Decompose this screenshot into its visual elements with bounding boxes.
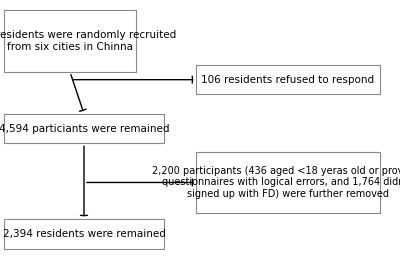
- FancyBboxPatch shape: [4, 219, 164, 249]
- Text: 4,594 particiants were remained: 4,594 particiants were remained: [0, 124, 169, 133]
- FancyBboxPatch shape: [4, 114, 164, 143]
- FancyBboxPatch shape: [4, 10, 136, 72]
- FancyBboxPatch shape: [196, 65, 380, 95]
- FancyBboxPatch shape: [196, 152, 380, 213]
- Text: 106 residents refused to respond: 106 residents refused to respond: [202, 75, 374, 85]
- Text: 2,200 participants (436 aged <18 yeras old or provided
questionnaires with logic: 2,200 participants (436 aged <18 yeras o…: [152, 166, 400, 199]
- Text: 4,700 residents were randomly recruited
from six cities in Chinna: 4,700 residents were randomly recruited …: [0, 30, 177, 52]
- Text: 2,394 residents were remained: 2,394 residents were remained: [2, 229, 166, 239]
